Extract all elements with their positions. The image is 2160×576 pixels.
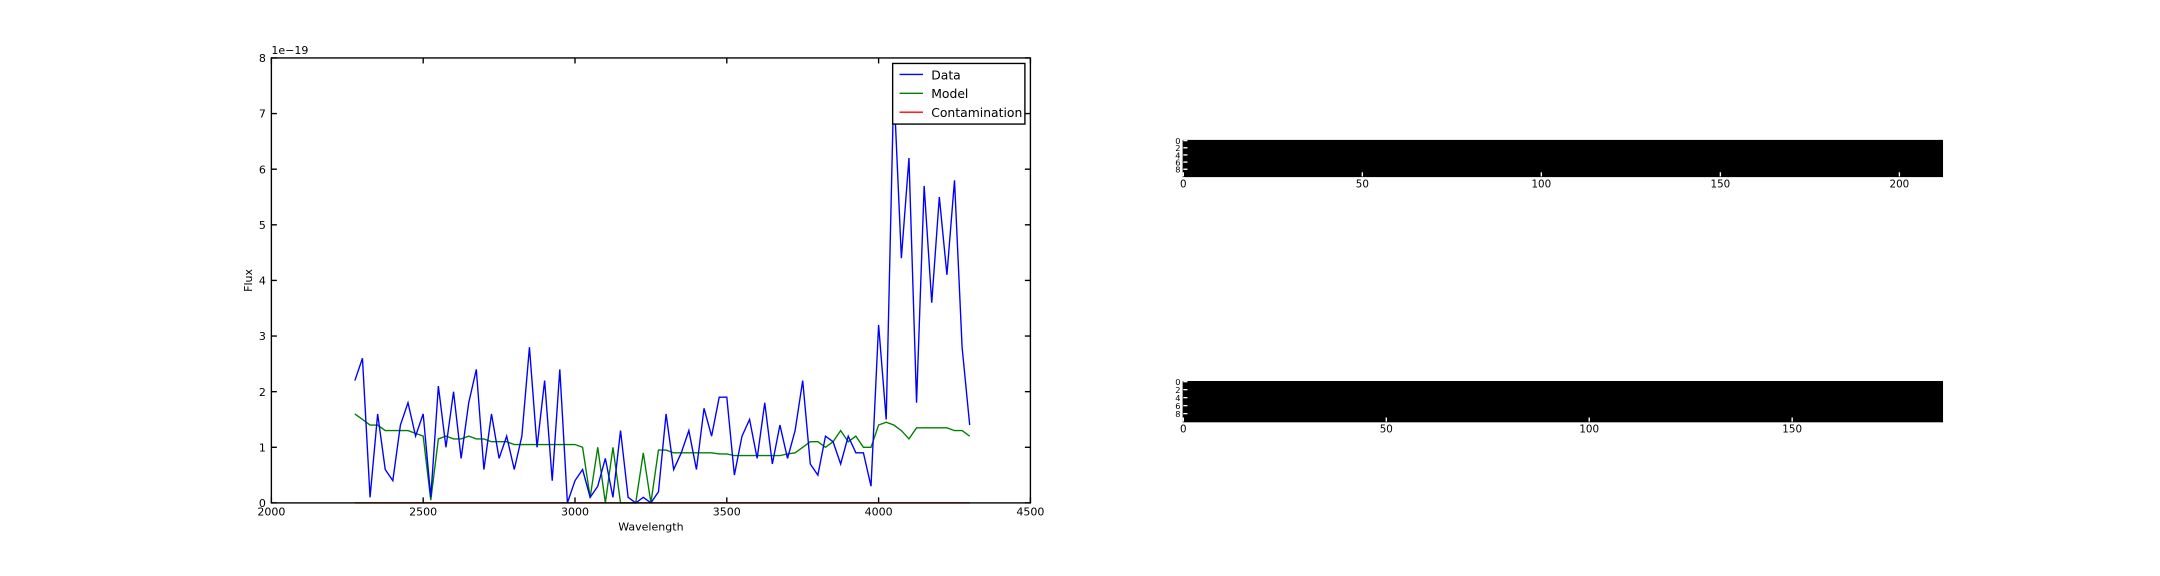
- x-axis-label: Wavelength: [618, 520, 683, 533]
- y-tick-label: 7: [259, 108, 266, 121]
- legend-label: Data: [931, 67, 961, 82]
- x-tick-label: 150: [1711, 178, 1731, 190]
- x-tick-label: 3500: [713, 505, 741, 518]
- y-tick-label: 2: [259, 386, 266, 399]
- x-tick-label: 0: [1180, 424, 1187, 436]
- axes-frame: [1182, 139, 1944, 178]
- x-tick-label: 50: [1380, 424, 1393, 436]
- y-tick-label: 8: [1175, 165, 1180, 175]
- x-tick-label: 2500: [409, 505, 437, 518]
- x-tick-label: 4500: [1016, 505, 1044, 518]
- x-tick-label: 3000: [561, 505, 589, 518]
- series-line: [354, 85, 971, 504]
- y-tick-label: 3: [259, 330, 266, 343]
- x-tick-label: 100: [1531, 178, 1551, 190]
- y-tick-label: 6: [1175, 401, 1180, 411]
- plot-area: [271, 57, 1031, 503]
- image-texture: [1183, 140, 1943, 177]
- y-tick-label: 4: [1175, 150, 1180, 160]
- legend-label: Model: [931, 86, 968, 101]
- y-tick-label: 0: [1175, 377, 1180, 387]
- x-tick-label: 200: [1890, 178, 1910, 190]
- legend-label: Contamination: [931, 105, 1022, 120]
- y-tick-label: 4: [1175, 393, 1180, 403]
- y-tick-label: 8: [259, 52, 266, 65]
- x-tick-label: 150: [1782, 424, 1802, 436]
- y-tick-label: 2: [1175, 385, 1180, 395]
- x-tick-label: 4000: [865, 505, 893, 518]
- y-tick-label: 0: [259, 497, 266, 510]
- offset-label: 1e−19: [271, 44, 308, 57]
- x-tick-label: 0: [1180, 178, 1187, 190]
- y-tick-label: 6: [1175, 158, 1180, 168]
- y-tick-label: 6: [259, 163, 266, 176]
- y-tick-label: 8: [1175, 409, 1180, 419]
- x-tick-label: 50: [1356, 178, 1369, 190]
- y-tick-label: 1: [259, 441, 266, 454]
- axes-frame: [1182, 380, 1944, 423]
- x-tick-label: 100: [1579, 424, 1599, 436]
- y-axis-label: Flux: [242, 268, 255, 291]
- x-tick-label: 2000: [257, 505, 285, 518]
- y-tick-label: 2: [1175, 143, 1180, 153]
- image-texture: [1183, 381, 1943, 422]
- y-tick-label: 5: [259, 219, 266, 232]
- y-tick-label: 0: [1175, 136, 1180, 146]
- y-tick-label: 4: [259, 275, 266, 288]
